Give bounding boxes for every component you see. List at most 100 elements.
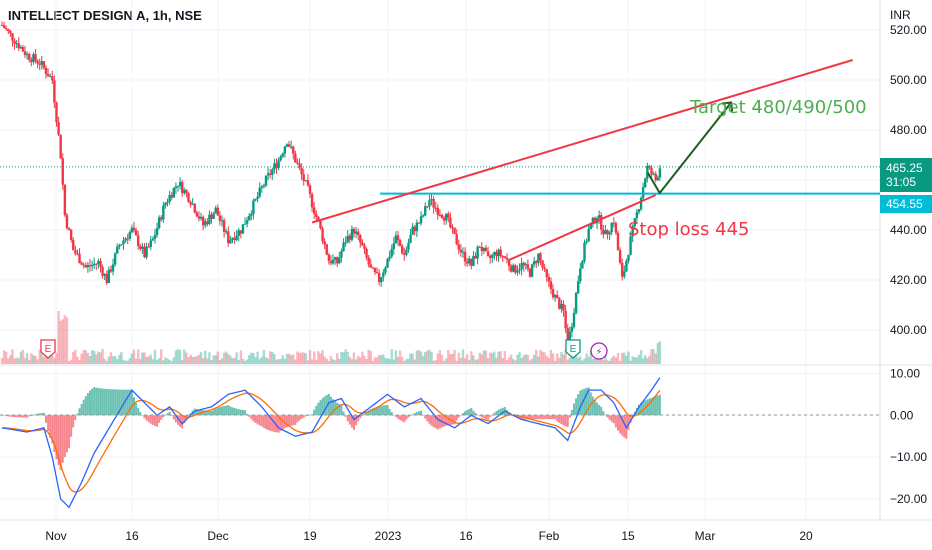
macd-histogram-bar xyxy=(438,415,441,429)
candle-body xyxy=(421,215,425,217)
candle-body xyxy=(520,262,523,270)
macd-histogram-bar xyxy=(617,415,619,431)
volume-bar xyxy=(306,360,310,364)
macd-histogram-bar xyxy=(543,415,546,420)
candle-body xyxy=(88,265,92,267)
macd-histogram-bar xyxy=(336,402,339,416)
macd-histogram-bar xyxy=(323,396,326,416)
volume-bar xyxy=(78,360,81,364)
volume-bar xyxy=(245,359,249,364)
volume-bar xyxy=(57,311,60,364)
volume-bar xyxy=(509,354,513,364)
candle-body xyxy=(411,226,414,235)
volume-bar xyxy=(436,353,440,364)
volume-bar xyxy=(417,349,421,364)
volume-bar xyxy=(95,354,98,364)
macd-histogram-bar xyxy=(177,415,179,425)
volume-bar xyxy=(252,353,255,364)
volume-bar xyxy=(377,355,381,364)
earnings-marker-2[interactable]: E xyxy=(565,339,581,359)
macd-histogram-bar xyxy=(556,415,559,422)
candle-body xyxy=(53,80,56,103)
candle-body xyxy=(7,29,10,31)
volume-bar xyxy=(589,350,592,364)
macd-histogram-bar xyxy=(455,415,458,421)
candle-body xyxy=(208,214,211,224)
candle-body xyxy=(72,240,75,251)
volume-bar xyxy=(227,353,230,364)
volume-bar xyxy=(384,357,387,364)
macd-tick-label: 10.00 xyxy=(890,366,920,380)
candle-body xyxy=(620,262,624,277)
candle-body xyxy=(164,202,167,206)
candle-body xyxy=(564,310,567,329)
candle-body xyxy=(493,252,496,255)
macd-histogram-bar xyxy=(135,403,138,416)
macd-histogram-bar xyxy=(19,415,22,418)
volume-bar xyxy=(84,350,88,364)
candle-body xyxy=(17,43,20,49)
volume-bar xyxy=(243,360,247,364)
price-tick-label: 520.00 xyxy=(890,23,927,37)
svg-text:E: E xyxy=(45,344,52,355)
macd-histogram-bar xyxy=(68,415,71,449)
macd-histogram-bar xyxy=(415,412,418,416)
earnings-marker-1[interactable]: E xyxy=(40,339,56,359)
macd-histogram-bar xyxy=(153,415,156,426)
candle-body xyxy=(25,53,29,56)
candle-body xyxy=(522,262,525,266)
candle-body xyxy=(551,289,555,298)
candle-body xyxy=(633,218,636,227)
volume-bar xyxy=(398,350,402,364)
volume-bar xyxy=(461,349,465,364)
macd-histogram-bar xyxy=(357,415,360,422)
macd-histogram-bar xyxy=(577,394,580,416)
volume-bar xyxy=(321,350,324,364)
candle-body xyxy=(367,257,370,265)
volume-bar xyxy=(455,360,458,364)
candle-body xyxy=(344,242,347,244)
macd-histogram-bar xyxy=(564,415,567,427)
macd-histogram-bar xyxy=(304,415,307,417)
macd-histogram-bar xyxy=(604,414,607,416)
candle-body xyxy=(191,203,194,205)
volume-bar xyxy=(67,360,71,364)
candle-body xyxy=(241,224,245,234)
macd-histogram-bar xyxy=(78,408,81,416)
volume-bar xyxy=(224,351,228,364)
candle-body xyxy=(631,226,634,237)
macd-histogram-bar xyxy=(432,415,435,428)
volume-bar xyxy=(641,358,645,364)
time-tick-label: 19 xyxy=(303,529,317,543)
candle-body xyxy=(292,146,295,154)
macd-histogram-bar xyxy=(629,415,632,423)
candle-body xyxy=(426,206,429,208)
volume-bar xyxy=(382,354,385,364)
candle-body xyxy=(639,198,643,210)
volume-bar xyxy=(90,350,94,364)
dividend-marker[interactable]: ⚡ xyxy=(590,342,608,360)
volume-bar xyxy=(55,352,58,364)
volume-bar xyxy=(212,355,215,364)
upper-trendline xyxy=(311,59,853,224)
volume-bar xyxy=(168,359,171,364)
volume-bar xyxy=(530,358,534,364)
macd-histogram-bar xyxy=(380,405,383,416)
candle-body xyxy=(306,180,310,186)
candle-body xyxy=(76,253,79,255)
volume-bar xyxy=(476,359,479,364)
volume-bar xyxy=(277,359,280,364)
macd-histogram-bar xyxy=(376,406,379,416)
macd-histogram-bar xyxy=(1,415,3,416)
volume-bar xyxy=(348,356,352,364)
macd-histogram-bar xyxy=(109,389,112,416)
candle-body xyxy=(323,241,326,245)
candle-body xyxy=(363,245,366,249)
candle-body xyxy=(602,229,605,235)
volume-bar xyxy=(499,351,502,364)
volume-bar xyxy=(424,351,427,364)
macd-histogram-bar xyxy=(348,415,351,425)
macd-histogram-bar xyxy=(466,410,469,416)
volume-bar xyxy=(109,352,113,364)
